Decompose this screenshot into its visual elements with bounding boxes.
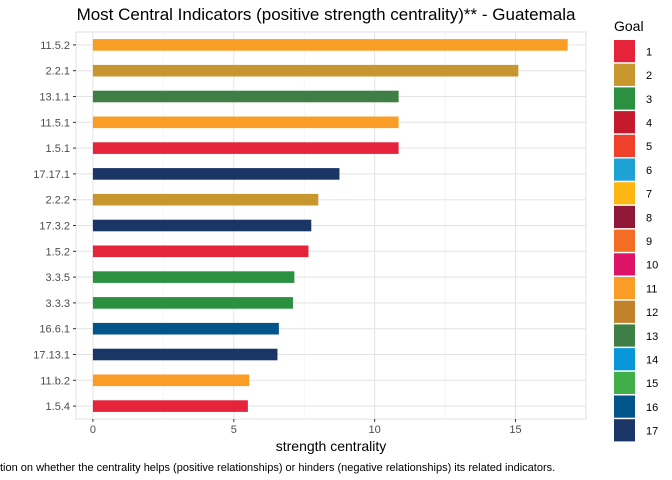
legend-label-3: 3 bbox=[646, 94, 652, 106]
legend-swatch-1 bbox=[614, 40, 635, 63]
y-tick-label: 11.5.2 bbox=[40, 40, 70, 52]
y-tick-label: 1.5.1 bbox=[46, 143, 70, 155]
legend-swatch-13 bbox=[614, 324, 635, 347]
legend-label-2: 2 bbox=[646, 70, 652, 82]
y-tick-label: 1.5.2 bbox=[46, 246, 70, 258]
bar-2.2.2 bbox=[92, 193, 319, 206]
bar-11.5.2 bbox=[92, 39, 568, 51]
chart-caption: tion on whether the centrality helps (po… bbox=[0, 462, 555, 474]
legend-swatch-17 bbox=[614, 419, 635, 442]
bar-1.5.4 bbox=[92, 400, 248, 412]
legend-swatch-6 bbox=[614, 158, 635, 181]
bar-11.5.1 bbox=[92, 116, 399, 129]
bar-16.6.1 bbox=[92, 322, 279, 335]
legend-swatch-15 bbox=[614, 371, 635, 394]
legend-label-9: 9 bbox=[646, 236, 652, 248]
legend-swatch-12 bbox=[614, 300, 635, 323]
bar-2.2.1 bbox=[92, 64, 519, 77]
plot-area: 0 5 10 15 11.5.2 2.2.1 13.1.1 11.5.1 1.5.1 17.17.… bbox=[33, 31, 587, 436]
legend-swatch-8 bbox=[614, 205, 635, 229]
legend-swatch-5 bbox=[614, 134, 635, 157]
x-tick-label: 10 bbox=[369, 424, 381, 436]
bar-17.3.2 bbox=[92, 219, 312, 232]
legend-title: Goal bbox=[614, 18, 644, 34]
legend-label-5: 5 bbox=[646, 141, 652, 153]
y-tick-label: 2.2.1 bbox=[46, 66, 70, 78]
x-axis-label: strength centrality bbox=[276, 438, 387, 454]
bar-17.13.1 bbox=[92, 348, 278, 361]
y-tick-label: 2.2.2 bbox=[46, 195, 70, 207]
legend-label-1: 1 bbox=[646, 46, 652, 58]
legend-swatch-3 bbox=[614, 87, 635, 110]
legend-label-12: 12 bbox=[646, 307, 658, 319]
legend-swatch-2 bbox=[614, 63, 635, 86]
bar-3.3.5 bbox=[92, 271, 295, 283]
y-tick-label: 13.1.1 bbox=[39, 92, 70, 104]
legend-label-8: 8 bbox=[646, 212, 652, 224]
legend-label-7: 7 bbox=[646, 189, 652, 201]
legend-label-6: 6 bbox=[646, 165, 652, 177]
bar-11.b.2 bbox=[92, 374, 250, 387]
y-tick-label: 3.3.3 bbox=[46, 298, 70, 310]
y-tick-label: 17.3.2 bbox=[39, 221, 70, 233]
x-tick-label: 15 bbox=[509, 424, 521, 436]
legend-label-14: 14 bbox=[646, 354, 658, 366]
legend-label-4: 4 bbox=[646, 117, 652, 129]
y-tick-label: 17.13.1 bbox=[33, 350, 70, 362]
legend-label-15: 15 bbox=[646, 378, 658, 390]
bar-3.3.3 bbox=[92, 297, 293, 309]
y-tick-label: 1.5.4 bbox=[46, 401, 70, 413]
legend-label-13: 13 bbox=[646, 331, 658, 343]
y-tick-label: 17.17.1 bbox=[33, 169, 70, 181]
bar-13.1.1 bbox=[92, 90, 399, 103]
bar-1.5.1 bbox=[92, 142, 399, 154]
legend-swatch-10 bbox=[614, 253, 635, 276]
legend-label-11: 11 bbox=[646, 283, 657, 295]
legend-swatch-11 bbox=[614, 277, 635, 300]
legend-label-16: 16 bbox=[646, 402, 658, 414]
y-tick-label: 11.b.2 bbox=[40, 375, 70, 387]
legend-label-10: 10 bbox=[646, 260, 658, 272]
chart-title: Most Central Indicators (positive streng… bbox=[77, 5, 576, 24]
legend-label-17: 17 bbox=[646, 426, 658, 438]
legend-swatch-9 bbox=[614, 229, 635, 252]
y-tick-label: 3.3.5 bbox=[46, 272, 70, 284]
y-tick-label: 11.5.1 bbox=[40, 117, 70, 129]
x-tick-label: 0 bbox=[90, 424, 96, 436]
y-tick-label: 16.6.1 bbox=[39, 324, 70, 336]
bar-1.5.2 bbox=[92, 245, 309, 258]
legend-swatch-4 bbox=[614, 111, 635, 134]
x-tick-label: 5 bbox=[231, 424, 237, 436]
bar-17.17.1 bbox=[92, 168, 340, 180]
legend-swatch-14 bbox=[614, 348, 635, 371]
legend-swatch-7 bbox=[614, 182, 635, 205]
legend-swatch-16 bbox=[614, 395, 635, 418]
